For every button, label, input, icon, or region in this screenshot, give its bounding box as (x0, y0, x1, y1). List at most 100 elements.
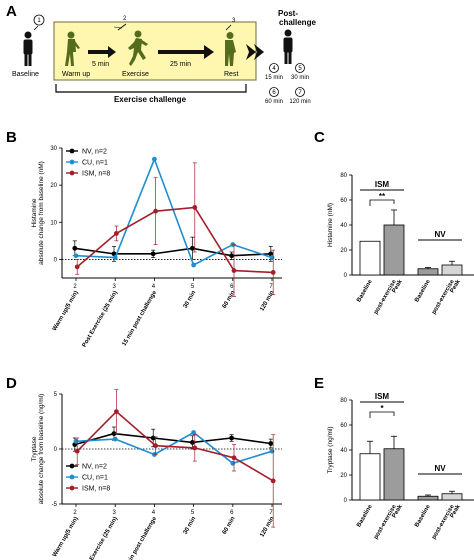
data-point (153, 208, 159, 214)
rest-person-icon (225, 32, 236, 66)
y-axis-subtitle: absolute change from baseline (nM) (38, 161, 45, 265)
series-line (75, 156, 273, 267)
bar (383, 224, 405, 276)
y-tick-label: -5 (52, 502, 58, 508)
data-point (73, 438, 79, 444)
x-sub-label: 5 (191, 510, 195, 516)
legend-swatch-dot (69, 159, 75, 165)
data-point (269, 448, 275, 454)
post-challenge-person-icon (283, 29, 293, 64)
exercise-bracket (55, 84, 247, 93)
data-point (230, 460, 236, 466)
data-point (269, 255, 275, 260)
timepoint-circle-4 (269, 63, 279, 73)
series-line (75, 431, 273, 465)
timepoint-number-4: 4 (272, 66, 276, 72)
x-sub-label: 2 (73, 510, 77, 516)
timepoint-number-5: 5 (298, 66, 302, 72)
x-sub-label: 4 (152, 510, 156, 516)
duration-5min: 5 min (92, 61, 109, 68)
data-point (114, 231, 119, 236)
y-tick-label: 60 (340, 198, 347, 204)
data-point (73, 253, 79, 259)
timepoint-number-7: 7 (298, 90, 302, 96)
duration-25min: 25 min (170, 61, 191, 68)
data-point (192, 445, 198, 451)
y-tick-label: 5 (54, 392, 58, 398)
data-point (152, 156, 157, 162)
x-tick-label: post-exercise (431, 503, 456, 540)
x-sub-label: 5 (191, 284, 195, 290)
y-tick-label: 20 (50, 183, 57, 189)
step-2-number: 2 (123, 16, 127, 22)
y-tick-label: 80 (340, 398, 347, 404)
y-axis-subtitle: absolute change from baseline (ng/ml) (38, 394, 45, 505)
arrow-25min-icon (158, 45, 214, 59)
legend-label: NV, n=2 (82, 149, 107, 156)
group-label: NV (434, 230, 446, 239)
x-tick-label: Post Exercise (25 min) (82, 290, 119, 348)
x-tick-label: Warm up(5 min) (52, 290, 80, 332)
data-point (112, 255, 118, 260)
rest-label: Rest (224, 71, 238, 78)
warmup-person-icon (65, 31, 80, 66)
data-point (229, 253, 235, 259)
data-point (150, 251, 156, 257)
group-label: ISM (375, 392, 390, 401)
panel-letter-d: D (6, 375, 17, 392)
exercise-person-icon (128, 30, 148, 66)
y-tick-label: 80 (340, 173, 347, 179)
y-tick-label: 20 (340, 473, 347, 479)
post-challenge-title-2: challenge (279, 18, 316, 27)
series-line (76, 206, 274, 274)
data-point (190, 440, 195, 445)
timepoint-label-4: 15 min (265, 75, 283, 81)
x-tick-label: 15 min post challenge (122, 515, 159, 560)
chevron-1-icon (246, 44, 256, 60)
x-tick-label: post-exercise (373, 278, 398, 315)
legend-label: CU, n=1 (82, 160, 108, 167)
x-tick-label: 30 min (183, 290, 198, 310)
x-tick-label: Baseline (356, 503, 374, 528)
bar (383, 448, 405, 501)
series-line (74, 247, 271, 257)
data-point (114, 409, 119, 414)
timepoint-label-6: 60 min (265, 99, 283, 105)
data-point (268, 441, 274, 446)
significance-marker: ** (379, 192, 386, 201)
data-point (150, 435, 156, 441)
y-axis-title: Histamine (nM) (327, 203, 334, 247)
step-1-circle (33, 14, 45, 26)
y-tick-label: 10 (50, 220, 57, 226)
step-3-number: 3 (232, 18, 236, 24)
data-point (191, 262, 197, 268)
x-tick-label: post-exercise (373, 503, 398, 540)
significance-marker: * (380, 404, 384, 413)
y-axis-title: Tryptase (ng/ml) (327, 426, 334, 473)
data-point (231, 455, 237, 461)
x-tick-label: Baseline (414, 503, 432, 528)
data-point (270, 270, 276, 275)
x-sub-label: 3 (113, 284, 117, 290)
group-label: NV (434, 464, 446, 473)
post-challenge-title-1: Post- (278, 9, 298, 18)
y-tick-label: 0 (344, 273, 348, 279)
timepoint-number-6: 6 (272, 90, 276, 96)
chevron-2-icon (254, 44, 264, 60)
histamine-line-chart: 0 10 20 30 Histamine absolute change from bas… (31, 146, 282, 348)
series-line (74, 432, 271, 446)
y-tick-label: 20 (340, 248, 347, 254)
y-tick-label: 0 (54, 257, 58, 263)
data-point (111, 251, 117, 257)
legend-swatch-dot (69, 148, 75, 154)
timepoint-label-5: 30 min (291, 75, 309, 81)
legend-label: ISM, n=8 (82, 171, 110, 178)
significance-bracket (369, 199, 395, 206)
y-tick-label: 0 (344, 498, 348, 504)
x-tick-label: 60 min (222, 290, 237, 310)
y-tick-label: 60 (340, 423, 347, 429)
bar (441, 493, 463, 501)
y-axis-title: Histamine (31, 198, 38, 227)
